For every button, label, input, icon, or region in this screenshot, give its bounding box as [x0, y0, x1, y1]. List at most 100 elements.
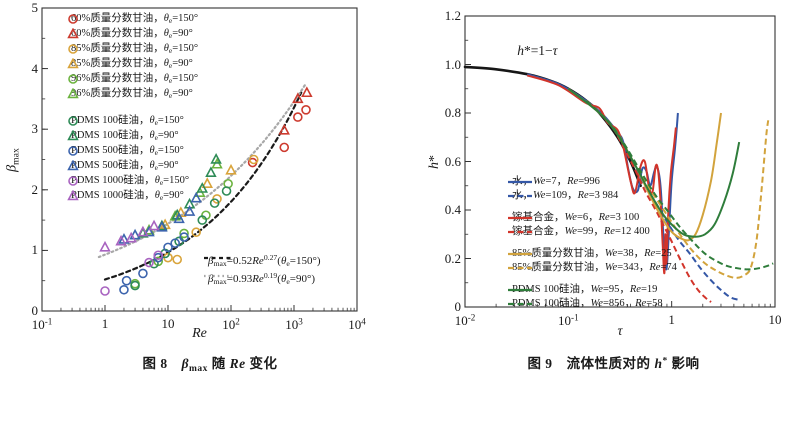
text-part: 随	[207, 356, 230, 371]
text-part: 10	[558, 312, 572, 328]
text-part: PDMS 500硅油，	[71, 160, 150, 171]
text-part: (	[277, 254, 281, 267]
text-part: θ	[163, 28, 169, 39]
data-point	[183, 205, 196, 216]
text-part: =3 100	[609, 212, 640, 223]
text-part: 1	[31, 242, 39, 258]
data-point	[293, 112, 303, 122]
text-part: =150°	[172, 43, 199, 54]
text-part: e	[168, 31, 173, 41]
series-gallium-we99	[585, 100, 712, 303]
text-part: θ	[163, 73, 169, 84]
text-part: 1	[668, 312, 675, 327]
data-point	[201, 177, 214, 188]
legend-sample	[68, 176, 78, 186]
text-part: θ	[163, 43, 169, 54]
text-part: 0.8	[444, 105, 461, 120]
text-part: =90°)	[289, 272, 316, 285]
data-point	[138, 268, 148, 279]
legend-sample	[67, 160, 79, 171]
legend-label: PDMS 500硅油，θe=90°	[71, 160, 179, 174]
data-point	[153, 250, 164, 261]
text-part: 4	[31, 60, 39, 76]
text-part: =74	[660, 262, 677, 273]
text-part: θ	[149, 115, 155, 126]
legend-item-water-we7: 水，We=7，Re=996	[507, 176, 600, 188]
circle-marker-icon	[68, 146, 78, 156]
y-tick-label: 0.8	[431, 105, 461, 121]
legend-label: 镓基合金，We=6，Re=3 100	[512, 212, 639, 224]
circle-marker-icon	[68, 74, 78, 84]
legend-label: PDMS 100硅油，We=856，Re=58	[512, 298, 663, 310]
text-part: 4	[361, 316, 366, 326]
data-point	[115, 234, 127, 246]
legend-sample	[68, 116, 78, 126]
data-point	[144, 257, 154, 268]
data-point	[279, 142, 290, 153]
text-part	[553, 356, 567, 371]
text-part: 85%质量分数甘油，	[71, 43, 164, 54]
legend-label: 85%质量分数甘油，We=343，Re=74	[512, 262, 677, 274]
legend-item-pdms-500-150: PDMS 500硅油，θe=150°	[66, 145, 184, 159]
text-part: h	[427, 161, 442, 169]
text-part: =90°	[157, 160, 179, 171]
data-point	[278, 123, 290, 135]
y-tick-label: 0.6	[431, 154, 461, 170]
text-part: 影响	[667, 356, 700, 371]
data-point	[210, 153, 222, 164]
legend-sample	[508, 180, 532, 184]
text-part: max	[10, 147, 22, 165]
text-part: 10	[161, 316, 175, 331]
text-part: 2	[235, 316, 240, 326]
legend-item-fit-150: βmax=0.52Re0.27(θe=150°)	[203, 252, 321, 270]
figure-8-caption: 图 8 βmax 随 Re 变化	[0, 352, 420, 374]
legend-item-pdms-1000-90: PDMS 1000硅油，θe=90°	[66, 190, 184, 204]
text-part: =6，	[576, 212, 599, 223]
data-point	[129, 228, 141, 240]
text-part: PDMS 500硅油，	[71, 145, 150, 156]
text-part: 0.6	[444, 153, 461, 169]
data-point	[191, 227, 201, 238]
legend-item-pdms100-we95: PDMS 100硅油，We=95，Re=19	[507, 284, 657, 296]
legend-label: PDMS 1000硅油，θe=90°	[71, 190, 184, 204]
text-part: =856，	[602, 298, 636, 309]
text-part: θ	[163, 58, 169, 69]
data-point	[221, 186, 232, 196]
text-part: -2	[467, 312, 476, 322]
text-part: e	[168, 91, 173, 101]
data-point	[190, 191, 202, 203]
legend-sample	[508, 302, 532, 306]
text-part: We	[604, 262, 618, 273]
series-glycerol-60-90	[278, 86, 313, 135]
text-part: =3 984	[588, 190, 619, 201]
data-point	[292, 92, 304, 104]
legend-label: 85%质量分数甘油，θe=150°	[71, 43, 198, 57]
text-part: 10	[348, 316, 362, 332]
triangle-marker-icon	[67, 88, 79, 99]
text-part: *	[427, 154, 442, 162]
data-point	[119, 284, 129, 295]
text-part: We	[533, 190, 546, 201]
legend-item-pdms-500-90: PDMS 500硅油，θe=90°	[66, 160, 179, 174]
x-tick-label: 10-2	[455, 312, 476, 329]
text-part: =90°	[157, 130, 179, 141]
text-part: θ	[280, 272, 287, 285]
legend-item-pdms100-we856: PDMS 100硅油，We=856，Re=58	[507, 298, 663, 310]
legend-label: PDMS 100硅油，θe=150°	[71, 115, 184, 129]
text-part: h	[654, 356, 663, 371]
data-point	[301, 86, 313, 98]
y-tick-label: 3	[8, 121, 39, 137]
text-part: e	[159, 178, 164, 188]
text-part: 10	[31, 316, 45, 332]
text-part: 0.2	[444, 250, 461, 266]
text-part: =90°	[172, 88, 193, 99]
figure-8: 10-1 1 10 102 103 104 0 1 2 3 4 5 Re βmax 60%质量分数甘油，θe…	[0, 0, 420, 374]
y-axis-title: βmax	[5, 148, 22, 172]
text-part: =0.52	[226, 254, 253, 267]
text-part: θ	[280, 254, 287, 267]
text-part: =996	[578, 176, 600, 187]
text-part: 10	[285, 316, 299, 332]
text-part: 变化	[245, 356, 278, 371]
text-part: =150°	[172, 73, 199, 84]
